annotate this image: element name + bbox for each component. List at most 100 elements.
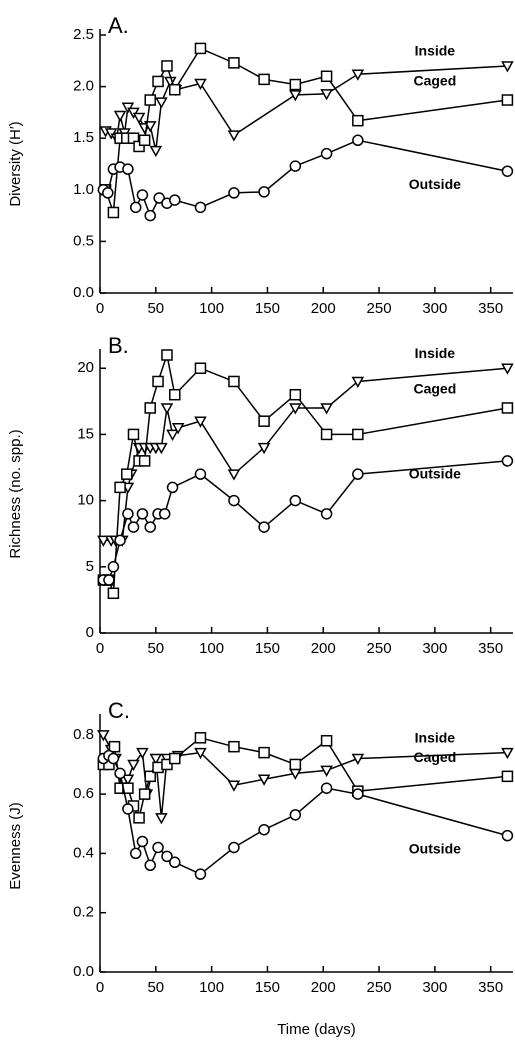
point [227,130,241,142]
y-tick-label: 2.0 [73,78,94,95]
point [144,402,156,414]
point [501,165,514,177]
y-tick-label: 10 [77,492,94,509]
point [258,186,270,198]
point [228,57,240,69]
y-tick-label: 2.5 [73,26,94,43]
point [133,812,145,824]
point [152,75,164,88]
point [136,508,149,520]
point [227,780,241,792]
point [169,856,181,869]
point [352,114,364,127]
point [107,752,120,765]
point [501,770,514,783]
point [289,160,302,172]
point [351,69,365,81]
point [107,206,120,219]
point [122,163,134,175]
point [352,788,364,800]
point [320,765,333,777]
point [351,753,365,766]
point [258,521,270,533]
point [289,758,302,771]
point [158,508,171,520]
point [161,349,173,361]
point [194,468,207,480]
x-tick-label: 200 [311,979,336,996]
point [161,60,173,72]
point [129,847,142,860]
point [127,428,140,441]
point [289,90,302,102]
point [166,429,179,441]
point [320,147,333,160]
point [194,362,207,374]
y-axis-label: Evenness (J) [7,802,24,890]
point [144,94,156,106]
point [501,94,514,106]
point [155,442,168,455]
series-label: Outside [409,840,461,856]
point [257,774,271,786]
point [160,403,174,415]
y-axis-label: Richness (no. spp.) [7,429,24,558]
y-tick-label: 0.0 [73,963,94,980]
point [122,803,134,815]
point [227,469,241,481]
point [149,753,163,766]
x-tick-label: 100 [199,640,224,657]
series-label: Outside [409,466,461,482]
point [289,388,302,401]
point [352,468,364,480]
y-tick-label: 0.8 [73,726,94,743]
point [103,574,115,586]
point [501,747,514,760]
point [97,730,110,742]
point [289,494,302,507]
y-tick-label: 1.0 [73,181,94,198]
point [228,740,240,753]
point [108,740,121,753]
x-tick-label: 200 [311,640,336,657]
point [352,134,364,147]
point [320,70,333,83]
x-tick-label: 150 [255,640,280,657]
series-label: Inside [415,345,456,361]
point [501,363,514,375]
x-tick-label: 350 [478,300,503,317]
point [144,209,156,222]
point [258,746,270,759]
point [320,403,333,415]
x-tick-label: 300 [422,640,447,657]
point [153,192,165,204]
y-tick-label: 20 [77,359,94,376]
point [102,187,114,199]
point [138,134,151,147]
point [144,521,156,533]
point [155,813,168,825]
point [121,468,133,480]
series-label: Inside [415,43,456,59]
y-tick-label: 0.0 [73,284,94,301]
point [320,89,333,101]
point [351,376,365,389]
x-tick-label: 250 [367,300,392,317]
point [114,481,126,494]
point [121,774,135,786]
point [352,428,364,441]
series-label: Caged [413,73,456,89]
point [289,809,302,821]
point [501,455,514,467]
point [132,112,146,125]
series-label: Outside [409,176,461,192]
point [228,841,240,854]
point [113,110,127,123]
point [138,788,151,800]
point [171,423,185,435]
point [152,841,164,854]
series-label: Caged [413,381,456,397]
point [114,534,126,547]
point [122,508,134,520]
